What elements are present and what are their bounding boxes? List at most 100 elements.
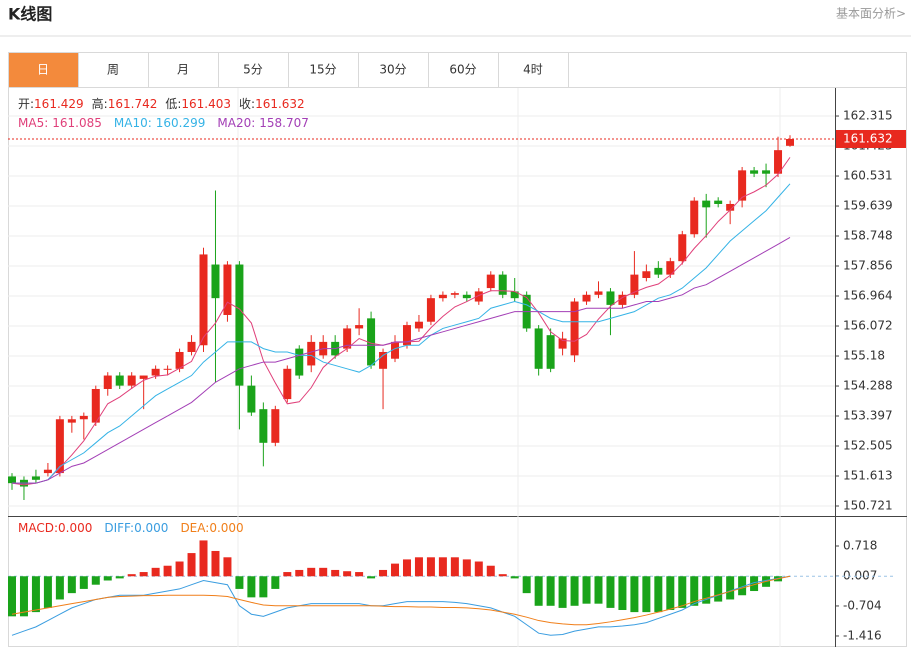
candle-body — [738, 170, 747, 201]
candle-body — [558, 338, 567, 349]
candle-body — [750, 170, 759, 174]
macd-bar — [343, 571, 352, 577]
tab-label[interactable]: 60分 — [449, 63, 476, 77]
ma-line — [12, 183, 791, 484]
macd-bar — [307, 567, 316, 577]
ohlc-value: 161.429 — [34, 97, 84, 111]
candle-body — [199, 254, 208, 346]
macd-bar — [367, 576, 376, 579]
macd-bar — [127, 574, 136, 577]
legend-value: 161.085 — [52, 116, 102, 130]
candle-body — [43, 469, 52, 474]
candle-body — [726, 203, 735, 211]
candle-body — [510, 291, 519, 299]
candle-body — [127, 375, 136, 386]
candle-body — [271, 409, 280, 443]
macd-bar — [402, 559, 411, 577]
macd-legend: MACD:0.000 DIFF:0.000 DEA:0.000 — [18, 521, 244, 535]
macd-bar — [319, 567, 328, 577]
macd-bar — [414, 557, 423, 577]
macd-bar — [690, 576, 699, 606]
y-tick-label: -1.416 — [843, 628, 882, 642]
candle-body — [103, 375, 112, 389]
legend-value: 0.000 — [58, 521, 92, 535]
page-title: K线图 — [8, 5, 52, 24]
macd-bar — [438, 557, 447, 577]
ohlc-value: 161.632 — [255, 97, 305, 111]
y-tick-label: 158.748 — [843, 229, 893, 243]
candle-body — [702, 200, 711, 208]
candle-body — [654, 267, 663, 275]
y-tick-label: 156.964 — [843, 289, 893, 303]
fundamental-link[interactable]: 基本面分析> — [836, 7, 906, 21]
candle-body — [55, 419, 64, 474]
candle-body — [486, 274, 495, 289]
macd-bar — [714, 576, 723, 602]
tab-label[interactable]: 30分 — [379, 63, 406, 77]
tab[interactable] — [8, 52, 79, 88]
macd-bar — [331, 569, 340, 577]
candle-body — [91, 388, 100, 423]
macd-bar — [163, 565, 172, 577]
y-tick-label: 159.639 — [843, 199, 893, 213]
candle-body — [307, 341, 316, 366]
candle-body — [630, 274, 639, 295]
macd-bar — [91, 576, 100, 585]
legend-name: MA5: — [18, 116, 48, 130]
candle-body — [474, 291, 483, 302]
candle-body — [235, 264, 244, 386]
y-tick-label: 157.856 — [843, 259, 893, 273]
ma-line — [12, 236, 791, 484]
candle-body — [570, 301, 579, 356]
candle-body — [450, 293, 459, 295]
candle-body — [714, 200, 723, 204]
tab[interactable] — [288, 52, 359, 88]
tab-label[interactable]: 15分 — [309, 63, 336, 77]
macd-bar — [271, 576, 280, 589]
legend-value: 0.000 — [209, 521, 243, 535]
y-tick-label: 160.531 — [843, 169, 893, 183]
macd-bar — [175, 561, 184, 577]
tab-label[interactable]: 月 — [177, 63, 189, 77]
macd-bar — [55, 576, 64, 600]
y-tick-label: 0.007 — [843, 568, 877, 582]
tab-label[interactable]: 日 — [37, 63, 49, 77]
candle-body — [295, 348, 304, 376]
candle-body — [187, 341, 196, 352]
tab[interactable] — [78, 52, 149, 88]
y-tick-label: 151.613 — [843, 469, 893, 483]
macd-bar — [558, 576, 567, 608]
candle-body — [247, 385, 256, 413]
macd-bar — [31, 576, 40, 613]
tab-label[interactable]: 4时 — [523, 63, 543, 77]
y-tick-label: 156.072 — [843, 319, 893, 333]
macd-bar — [139, 572, 148, 577]
tab[interactable] — [498, 52, 569, 88]
candle-body — [8, 476, 16, 484]
macd-bar — [259, 576, 268, 598]
last-price-box — [836, 129, 906, 148]
last-price-label: 161.632 — [843, 131, 893, 145]
ohlc-info: 开:161.429 高:161.742 低:161.403 收:161.632 — [18, 96, 305, 111]
macd-bar — [738, 576, 747, 596]
ohlc-label: 收: — [239, 97, 255, 111]
macd-bar — [462, 559, 471, 577]
y-tick-label: 155.18 — [843, 349, 885, 363]
y-tick-label: 153.397 — [843, 408, 893, 422]
macd-bar — [151, 567, 160, 577]
macd-bar — [79, 576, 88, 589]
legend: MA5: 161.085 MA10: 160.299 MA20: 158.707 — [18, 116, 309, 130]
macd-bar — [295, 569, 304, 577]
ohlc-value: 161.742 — [108, 97, 158, 111]
candle-body — [355, 325, 364, 329]
candle-body — [582, 294, 591, 302]
tab[interactable] — [148, 52, 219, 88]
tab-label[interactable]: 5分 — [243, 63, 263, 77]
candle-body — [762, 170, 771, 174]
tab-label[interactable]: 周 — [107, 63, 119, 77]
candle-body — [343, 328, 352, 349]
macd-bar — [678, 576, 687, 608]
macd-bar — [19, 576, 28, 617]
y-tick-label: 150.721 — [843, 499, 893, 513]
